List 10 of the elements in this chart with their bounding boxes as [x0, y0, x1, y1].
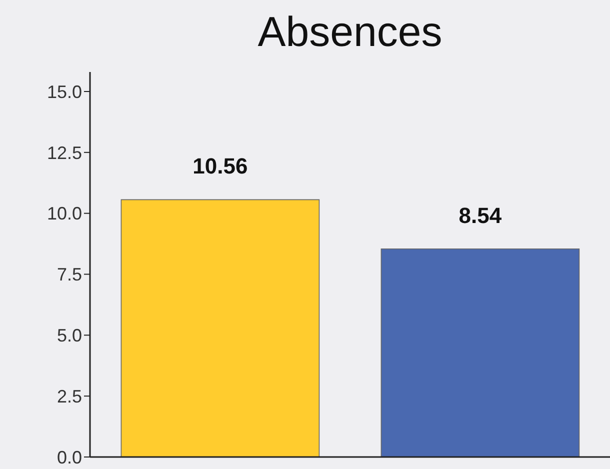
y-tick-label: 5.0 — [56, 326, 82, 346]
y-tick-label: 7.5 — [56, 264, 82, 285]
y-tick-label: 12.5 — [46, 142, 82, 163]
y-tick-label: 15.0 — [46, 82, 82, 102]
chart-title: Absences — [256, 8, 444, 56]
y-tick-label: 2.5 — [56, 386, 82, 406]
data-label: 8.54 — [458, 202, 502, 228]
y-tick-label: 10.0 — [46, 204, 82, 224]
y-tick-label: 0.0 — [56, 447, 82, 468]
data-label: 10.56 — [192, 154, 248, 179]
